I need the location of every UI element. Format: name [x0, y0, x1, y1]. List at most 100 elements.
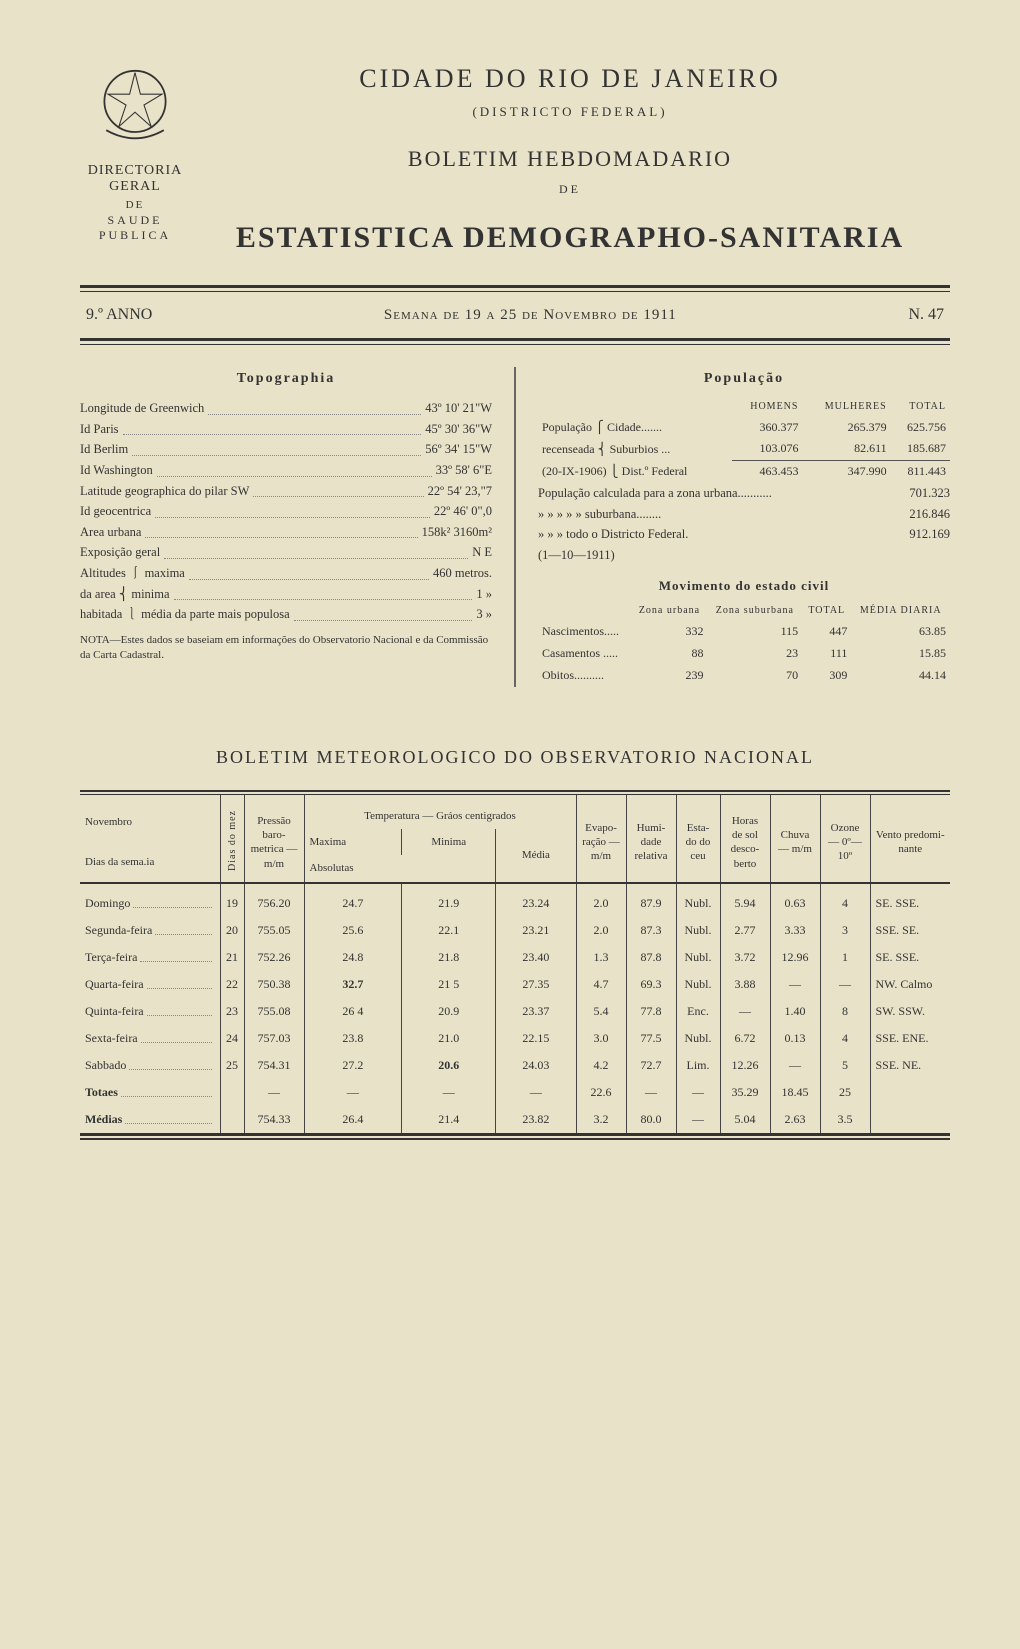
pop-th-t: TOTAL — [891, 398, 950, 417]
meteo-day: Quinta-feira — [85, 1004, 144, 1019]
de-label: DE — [190, 182, 950, 197]
topo-val: 33º 58' 6"E — [436, 460, 492, 481]
meteo-col-humi: Humi-dade relativa — [626, 795, 676, 883]
main-title: ESTATISTICA DEMOGRAPHO-SANITARIA — [190, 221, 950, 255]
topo-key: Id geocentrica — [80, 501, 151, 522]
populacao-calc-row: População calculada para a zona urbana..… — [538, 483, 950, 504]
anno: 9.º ANNO — [86, 306, 152, 324]
meteo-medias-label: Médias — [85, 1112, 122, 1127]
meteo-day: Sabbado — [85, 1058, 126, 1073]
meteo-day: Sexta-feira — [85, 1031, 138, 1046]
meteo-row: Quarta-feira 22 750.38 32.7 21 5 27.35 4… — [80, 971, 950, 998]
topo-val: 460 metros. — [433, 563, 492, 584]
meteo-row: Domingo 19 756.20 24.7 21.9 23.24 2.0 87… — [80, 883, 950, 917]
meteo-col-evap: Evapo-ração — m/m — [576, 795, 626, 883]
meteo-title: BOLETIM METEOROLOGICO DO OBSERVATORIO NA… — [80, 747, 950, 768]
org-line-1: DIRECTORIA GERAL — [80, 163, 190, 195]
meteo-col-esta: Esta-do do ceu — [676, 795, 720, 883]
topo-key: Id Washington — [80, 460, 153, 481]
page: DIRECTORIA GERAL DE SAUDE PUBLICA CIDADE… — [0, 0, 1020, 1649]
rule-top — [80, 285, 950, 292]
topo-key: Id Berlim — [80, 439, 128, 460]
meteo-col-press: Pressão baro-metrica — m/m — [244, 795, 304, 883]
col-populacao: População HOMENS MULHERES TOTAL Populaçã… — [538, 367, 950, 687]
topographia-row: Id Washington 33º 58' 6"E — [80, 460, 492, 481]
meteo-table: Novembro Dias da sema.ia Dias do mez Pre… — [80, 795, 950, 1135]
col-topographia: Topographia Longitude de Greenwich 43º 10… — [80, 367, 492, 687]
meteo-day: Quarta-feira — [85, 977, 144, 992]
column-divider — [514, 367, 516, 687]
meteo-col-temp-group: Temperatura — Gráos centigrados — [304, 795, 576, 829]
meteo-medias-row: Médias 754.3326.421.423.82 3.280.0—5.04 … — [80, 1106, 950, 1134]
topo-key: Id Paris — [80, 419, 119, 440]
org-line-3: SAUDE PUBLICA — [80, 213, 190, 243]
topo-key: Area urbana — [80, 522, 141, 543]
populacao-row: População ⎧ Cidade.......360.377265.3796… — [538, 417, 950, 439]
meteo-col-day: Dias da sema.ia — [85, 855, 215, 869]
civil-row: Obitos..........2397030944.14 — [538, 665, 950, 687]
topo-val: 22º 46' 0",0 — [434, 501, 492, 522]
title-stack: CIDADE DO RIO DE JANEIRO (DISTRICTO FEDE… — [190, 60, 950, 255]
district-subtitle: (DISTRICTO FEDERAL) — [190, 104, 950, 120]
meteo-rule-bot — [80, 1135, 950, 1140]
topographia-row: Latitude geographica do pilar SW22º 54' … — [80, 481, 492, 502]
meteo-col-sol: Horas de sol desco-berto — [720, 795, 770, 883]
meteo-totals-row: Totaes ———— 22.6——35.29 18.4525 — [80, 1079, 950, 1106]
pop-th-m: MULHERES — [802, 398, 890, 417]
topographia-row: habitada ⎱ média da parte mais populosa 3… — [80, 604, 492, 625]
meteo-row: Quinta-feira 23 755.08 26 4 20.9 23.37 5… — [80, 998, 950, 1025]
meteo-day: Terça-feira — [85, 950, 137, 965]
populacao-title: População — [538, 367, 950, 390]
org-line-2: DE — [80, 199, 190, 211]
civ-th-urb: Zona urbana — [631, 601, 707, 622]
meteo-row: Sexta-feira 24 757.03 23.8 21.0 22.15 3.… — [80, 1025, 950, 1052]
populacao-row: (20-IX-1906) ⎩ Dist.º Federal463.453347.… — [538, 461, 950, 483]
topo-key: da area ⎨ minima — [80, 584, 170, 605]
populacao-row: recenseada ⎨ Suburbios ...103.07682.6111… — [538, 438, 950, 460]
issue-number: N. 47 — [908, 306, 944, 324]
meteo-totals-label: Totaes — [85, 1085, 118, 1100]
populacao-calc-row: » » » todo o Districto Federal.912.169 — [538, 524, 950, 545]
topographia-note: NOTA—Estes dados se baseiam em informaçõ… — [80, 633, 492, 664]
civ-th-sub: Zona suburbana — [708, 601, 803, 622]
topo-val: 158k² 3160m² — [422, 522, 492, 543]
meteo-col-abs: Absolutas — [304, 855, 496, 882]
topographia-row: da area ⎨ minima 1 » — [80, 584, 492, 605]
meteo-col-max: Maxima — [304, 829, 402, 855]
meteo-col-chuva: Chuva — m/m — [770, 795, 820, 883]
civil-row: Nascimentos.....33211544763.85 — [538, 621, 950, 643]
topographia-row: Longitude de Greenwich 43º 10' 21"W — [80, 398, 492, 419]
civ-th-tot: TOTAL — [802, 601, 851, 622]
topo-key: Exposição geral — [80, 542, 160, 563]
topo-key: Altitudes ⎰ maxima — [80, 563, 185, 584]
header: DIRECTORIA GERAL DE SAUDE PUBLICA CIDADE… — [80, 60, 950, 255]
topographia-row: Id geocentrica 22º 46' 0",0 — [80, 501, 492, 522]
topo-val: 3 » — [476, 604, 492, 625]
pop-th-blank — [538, 398, 732, 417]
civil-title: Movimento do estado civil — [538, 575, 950, 596]
meteo-day: Segunda-feira — [85, 923, 152, 938]
topographia-row: Id Paris 45º 30' 36"W — [80, 419, 492, 440]
meteo-col-ozone: Ozone — 0º—10º — [820, 795, 870, 883]
topo-val: 45º 30' 36"W — [425, 419, 492, 440]
topo-key: Longitude de Greenwich — [80, 398, 204, 419]
topo-val: 43º 10' 21"W — [425, 398, 492, 419]
topo-val: 1 » — [476, 584, 492, 605]
populacao-date-note: (1—10—1911) — [538, 545, 950, 566]
bulletin-title: BOLETIM HEBDOMADARIO — [190, 146, 950, 172]
meteo-col-mez: Dias do mez — [226, 810, 239, 871]
meteo-col-media: Média — [496, 829, 576, 883]
topographia-row: Id Berlim 56º 34' 15"W — [80, 439, 492, 460]
meteo-month: Novembro — [85, 815, 215, 829]
semana: Semana de 19 a 25 de Novembro de 1911 — [384, 307, 677, 324]
topographia-title: Topographia — [80, 367, 492, 390]
rule-bot — [80, 338, 950, 345]
meteo-day: Domingo — [85, 896, 130, 911]
meteo-col-min: Minima — [402, 829, 496, 855]
topo-key: habitada ⎱ média da parte mais populosa — [80, 604, 290, 625]
topo-val: 56º 34' 15"W — [425, 439, 492, 460]
meteo-row: Terça-feira 21 752.26 24.8 21.8 23.40 1.… — [80, 944, 950, 971]
seal-block: DIRECTORIA GERAL DE SAUDE PUBLICA — [80, 60, 190, 243]
topographia-row: Exposição geralN E — [80, 542, 492, 563]
city-title: CIDADE DO RIO DE JANEIRO — [190, 64, 950, 94]
